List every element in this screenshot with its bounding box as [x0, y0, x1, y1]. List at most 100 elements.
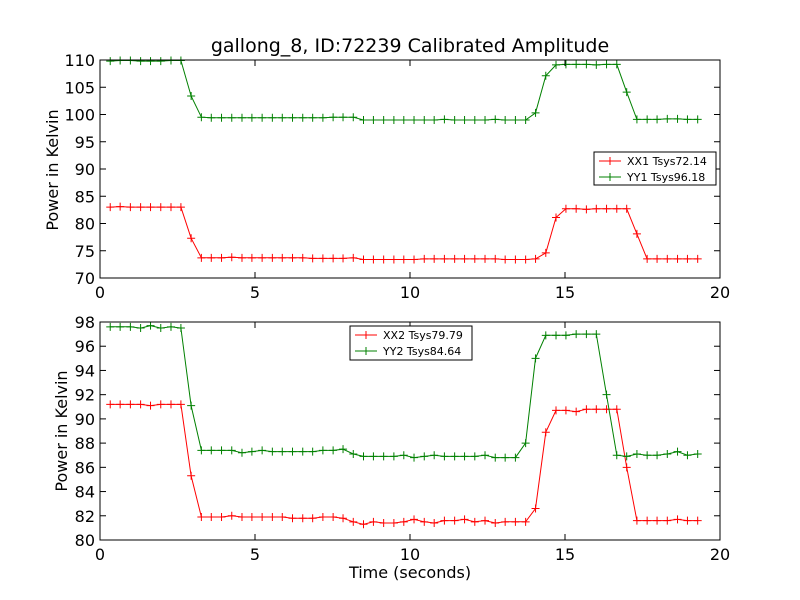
data-point-1-1-27: [379, 452, 388, 461]
data-point-0-0-24: [349, 253, 358, 262]
data-point-1-1-23: [339, 445, 348, 454]
x-tick-label-1-2: 10: [400, 545, 420, 564]
data-point-1-0-24: [349, 517, 358, 526]
data-point-0-1-17: [278, 113, 287, 122]
data-point-1-0-40: [511, 517, 520, 526]
data-point-0-1-31: [420, 115, 429, 124]
y-axis-label-top: Power in Kelvin: [43, 109, 62, 230]
data-point-0-0-42: [531, 254, 540, 263]
data-point-1-1-56: [673, 447, 682, 456]
legend-label-0-1: YY1 Tsys96.18: [626, 171, 705, 184]
y-tick-label-0-4: 90: [75, 160, 95, 179]
data-point-1-0-27: [379, 519, 388, 528]
data-point-0-1-6: [166, 56, 175, 65]
y-tick-label-0-6: 100: [64, 106, 95, 125]
data-point-0-0-44: [552, 213, 561, 222]
data-point-1-1-32: [430, 451, 439, 460]
data-point-0-1-32: [430, 115, 439, 124]
x-tick-label-0-0: 0: [95, 283, 105, 302]
data-point-1-0-9: [197, 512, 206, 521]
data-point-1-1-54: [653, 451, 662, 460]
data-point-0-1-34: [450, 115, 459, 124]
data-point-1-1-17: [278, 447, 287, 456]
y-tick-label-1-0: 80: [75, 531, 95, 550]
data-point-1-1-31: [420, 452, 429, 461]
data-point-1-0-48: [592, 405, 601, 414]
data-point-1-1-18: [288, 447, 297, 456]
data-point-0-0-15: [258, 253, 267, 262]
data-point-0-0-23: [339, 254, 348, 263]
data-point-1-1-38: [491, 453, 500, 462]
data-point-0-1-36: [470, 115, 479, 124]
y-tick-label-0-7: 105: [64, 78, 95, 97]
data-point-0-1-2: [126, 56, 135, 65]
data-point-1-0-7: [176, 400, 185, 409]
data-point-1-1-16: [268, 447, 277, 456]
data-point-0-0-26: [369, 255, 378, 264]
data-point-1-1-37: [481, 451, 490, 460]
data-point-0-1-12: [227, 113, 236, 122]
data-point-1-0-55: [663, 516, 672, 525]
data-point-0-0-4: [146, 203, 155, 212]
data-point-1-0-58: [693, 516, 702, 525]
data-point-1-1-7: [176, 324, 185, 333]
data-point-1-1-22: [329, 446, 338, 455]
data-point-0-0-55: [663, 254, 672, 263]
data-point-1-0-39: [501, 517, 510, 526]
data-point-0-0-46: [572, 204, 581, 213]
data-point-1-1-30: [410, 453, 419, 462]
data-point-1-0-56: [673, 515, 682, 524]
data-point-0-1-26: [369, 115, 378, 124]
data-point-0-1-38: [491, 115, 500, 124]
data-point-0-0-30: [410, 255, 419, 264]
data-point-0-1-7: [176, 56, 185, 65]
y-tick-label-0-3: 85: [75, 187, 95, 206]
data-point-1-0-18: [288, 514, 297, 523]
data-point-0-1-56: [673, 114, 682, 123]
data-point-0-0-40: [511, 255, 520, 264]
data-point-0-1-51: [622, 88, 631, 97]
data-point-1-1-52: [632, 450, 641, 459]
data-point-1-1-1: [116, 322, 125, 331]
data-point-1-0-37: [481, 516, 490, 525]
data-point-0-0-28: [389, 255, 398, 264]
data-point-0-0-5: [156, 203, 165, 212]
y-axis-label-bottom: Power in Kelvin: [52, 370, 71, 491]
data-point-1-0-53: [643, 516, 652, 525]
data-point-0-1-13: [237, 113, 246, 122]
data-point-0-0-2: [126, 203, 135, 212]
x-tick-label-0-1: 5: [250, 283, 260, 302]
data-point-1-1-47: [582, 330, 591, 339]
data-point-1-0-28: [389, 519, 398, 528]
data-point-1-1-44: [552, 331, 561, 340]
data-point-1-0-35: [460, 515, 469, 524]
data-point-0-0-41: [521, 255, 530, 264]
x-tick-label-1-1: 5: [250, 545, 260, 564]
data-point-0-1-55: [663, 114, 672, 123]
data-point-1-0-15: [258, 512, 267, 521]
data-point-1-1-3: [136, 324, 145, 333]
x-tick-label-0-4: 20: [710, 283, 730, 302]
data-point-0-1-1: [116, 56, 125, 65]
top-panel: gallong_8, ID:72239 Calibrated Amplitude…: [43, 35, 730, 302]
data-point-1-1-34: [450, 452, 459, 461]
data-point-0-1-35: [460, 115, 469, 124]
data-point-1-1-19: [298, 447, 307, 456]
data-point-0-1-33: [440, 115, 449, 124]
data-point-0-1-28: [389, 115, 398, 124]
data-point-1-1-10: [207, 446, 216, 455]
data-point-1-1-58: [693, 450, 702, 459]
data-point-0-0-35: [460, 254, 469, 263]
data-point-0-0-6: [166, 203, 175, 212]
data-point-1-1-6: [166, 322, 175, 331]
data-point-1-0-47: [582, 405, 591, 414]
data-point-0-1-29: [399, 115, 408, 124]
x-tick-label-1-4: 20: [710, 545, 730, 564]
data-point-0-0-25: [359, 255, 368, 264]
data-point-1-1-41: [521, 439, 530, 448]
data-point-0-1-58: [693, 115, 702, 124]
data-point-1-1-8: [187, 401, 196, 410]
data-point-1-1-21: [318, 446, 327, 455]
data-point-1-0-10: [207, 512, 216, 521]
